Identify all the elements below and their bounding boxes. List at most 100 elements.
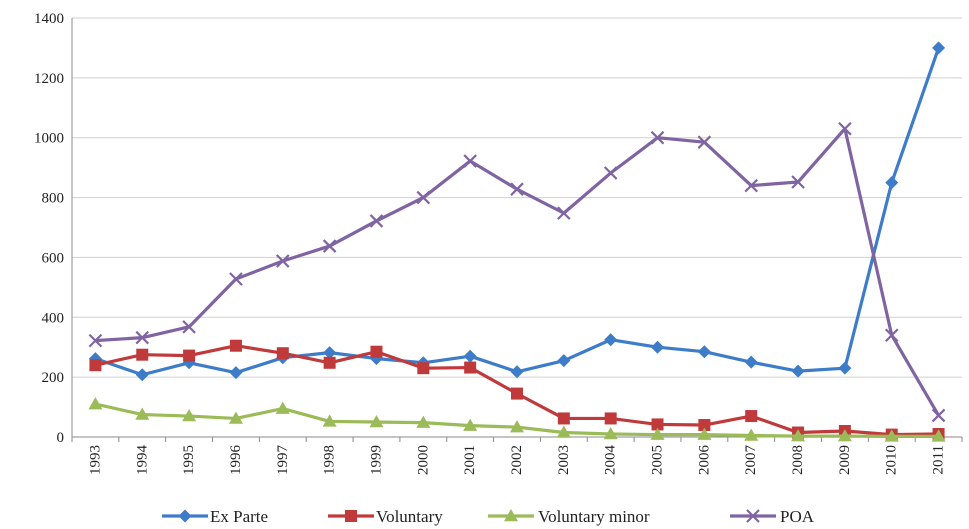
data-point-voluntary [698,419,711,432]
data-point-voluntary [229,339,242,352]
legend-marker [504,509,518,522]
x-tick-label: 1999 [368,445,384,475]
x-tick-label: 1998 [322,445,338,475]
data-point-voluntary-minor [182,409,197,422]
data-point-ex-parte [651,340,665,354]
x-tick-label: 1996 [228,445,244,476]
data-point-voluntary [276,347,289,360]
y-tick-label: 0 [57,430,65,446]
data-point-voluntary-minor [88,397,103,410]
data-point-ex-parte [557,354,571,368]
data-point-poa [791,175,805,189]
x-tick-label: 2009 [837,445,853,475]
x-tick-label: 2007 [743,445,759,476]
axes [71,18,963,442]
series-lines [88,41,946,442]
data-point-voluntary-minor [791,429,806,442]
x-tick-labels: 1993 1994 1995 1996 1997 1998 1999 2000 2001 2002… [87,445,946,476]
data-point-poa [838,121,852,136]
data-point-voluntary-minor [603,427,618,440]
data-point-poa [322,239,337,253]
x-tick-label: 2010 [884,445,900,475]
data-point-voluntary-minor [275,401,290,414]
series-line-ex-parte [94,47,941,377]
series-voluntary-minor [88,397,946,442]
legend-item-poa: POA [730,507,815,526]
y-tick-label: 1200 [34,71,64,87]
legend-label: Voluntary [376,507,443,526]
data-point-voluntary [417,362,430,375]
data-point-poa [744,178,758,193]
data-point-poa [557,206,571,220]
data-point-poa [603,166,618,180]
data-point-poa [182,320,196,334]
data-point-voluntary [464,361,477,374]
x-tick-label: 2005 [650,445,666,475]
data-point-voluntary-minor [931,429,946,442]
data-point-voluntary [89,359,102,372]
data-point-ex-parte [135,368,149,382]
data-point-voluntary [604,412,617,425]
data-point-poa [463,154,477,168]
data-point-voluntary-minor [463,418,478,431]
legend-item-voluntary: Voluntary [328,507,443,526]
data-point-voluntary [323,356,336,369]
data-point-poa [416,190,431,205]
data-point-poa [650,130,665,145]
data-point-voluntary [745,410,758,423]
data-point-ex-parte [604,333,618,347]
data-point-poa [369,214,384,228]
y-tick-label: 600 [42,250,65,266]
data-point-voluntary-minor [510,420,524,433]
y-tick-label: 1400 [34,11,64,27]
data-point-voluntary-minor [650,427,665,440]
y-tick-label: 1000 [34,131,64,147]
gridlines [72,17,962,378]
y-tick-labels: 0 200 400 600 800 1000 1200 1400 [34,11,64,446]
x-tick-label: 2008 [790,445,806,475]
data-point-ex-parte [229,366,243,380]
data-point-poa [884,328,899,343]
data-point-voluntary [136,348,149,361]
x-tick-label: 1997 [275,445,291,476]
data-point-voluntary-minor [744,428,759,441]
x-tick-label: 2004 [603,445,619,476]
data-point-poa [276,254,290,268]
legend-marker [746,509,760,523]
y-tick-label: 800 [42,191,65,207]
data-point-voluntary-minor [416,415,431,428]
data-point-voluntary-minor [135,407,150,420]
data-point-voluntary-minor [369,415,384,428]
legend-marker [178,509,192,523]
legend-label: Voluntary minor [538,507,650,526]
legend-label: POA [780,507,815,526]
data-point-ex-parte [932,41,946,55]
data-point-voluntary-minor [228,411,243,424]
x-tick-label: 2006 [696,445,712,476]
legend: Ex Parte Voluntary Voluntary minor POA [162,507,815,526]
data-point-ex-parte [838,361,852,375]
x-tick-label: 2003 [556,445,572,475]
data-point-ex-parte [791,364,805,378]
data-point-poa [510,182,524,196]
data-point-poa [931,408,946,423]
x-tick-label: 2002 [509,445,525,475]
legend-label: Ex Parte [210,507,268,526]
data-point-voluntary [183,349,196,362]
series-ex-parte [88,41,946,382]
data-point-poa [135,330,150,345]
x-tick-label: 1993 [87,445,103,475]
x-tick-label: 1994 [134,445,150,476]
series-poa [88,121,946,423]
y-tick-label: 400 [42,310,65,326]
legend-marker [345,510,357,522]
x-tick-label: 1995 [181,445,197,475]
data-point-poa [229,272,243,286]
data-point-voluntary-minor [556,425,571,438]
data-point-voluntary [511,387,523,400]
data-point-ex-parte [463,349,477,363]
legend-item-voluntary-minor: Voluntary minor [488,507,650,526]
data-point-ex-parte [885,176,899,190]
data-point-poa [697,135,712,149]
